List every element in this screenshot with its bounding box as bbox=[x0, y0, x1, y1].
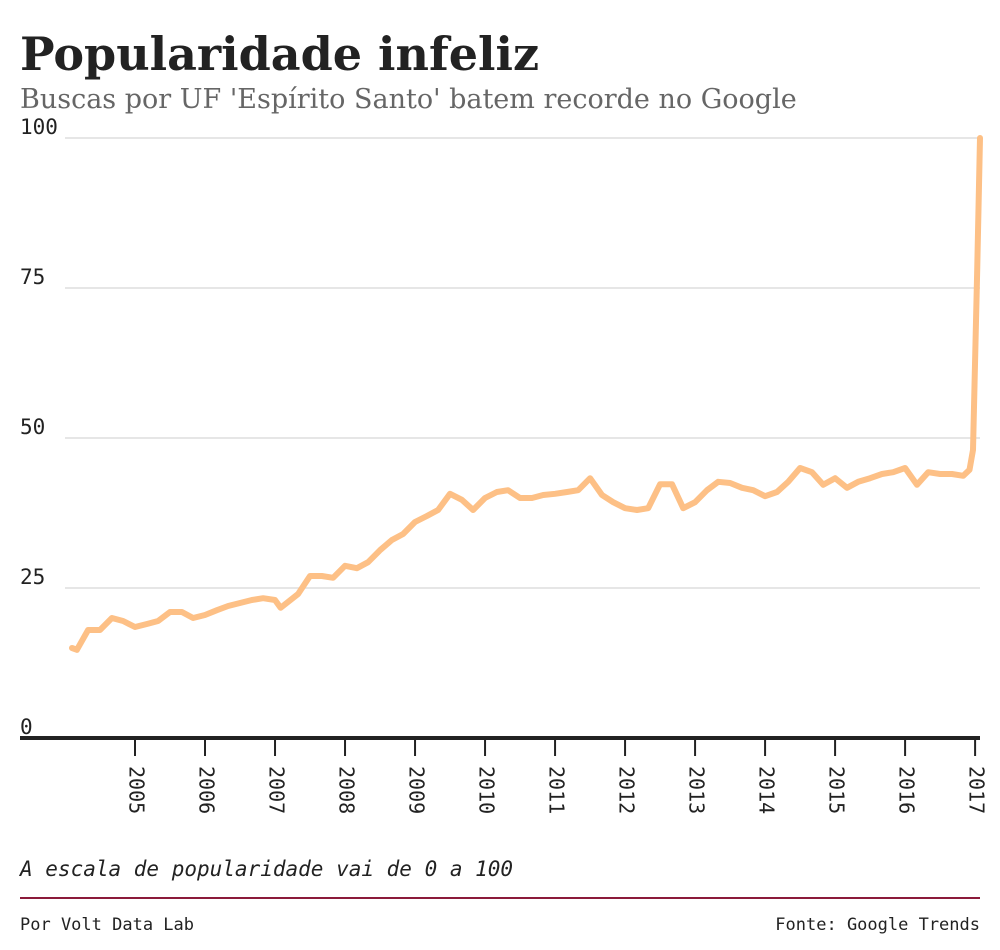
note: A escala de popularidade vai de 0 a 100 bbox=[18, 857, 513, 881]
x-tick-label: 2006 bbox=[195, 766, 219, 814]
x-tick-label: 2007 bbox=[265, 766, 289, 814]
chart-title: Popularidade infeliz bbox=[20, 27, 539, 81]
line bbox=[69, 135, 983, 653]
x-tick-label: 2010 bbox=[475, 766, 499, 814]
source: Fonte: Google Trends bbox=[775, 915, 980, 935]
x-tick-label: 2016 bbox=[895, 766, 919, 814]
chart-subtitle: Buscas por UF 'Espírito Santo' batem rec… bbox=[20, 84, 797, 115]
x-tick-label: 2014 bbox=[755, 766, 779, 814]
credit: Por Volt Data Lab bbox=[20, 915, 194, 935]
x-tick-label: 2005 bbox=[125, 766, 149, 814]
x-tick-label: 2015 bbox=[825, 766, 849, 814]
x-tick-label: 2017 bbox=[965, 766, 989, 814]
x-tick-label: 2009 bbox=[405, 766, 429, 814]
x-tick-label: 2008 bbox=[335, 766, 359, 814]
x-tick-label: 2011 bbox=[545, 766, 569, 814]
y-tick-label: 25 bbox=[20, 565, 45, 589]
y-tick-label: 100 bbox=[20, 115, 58, 139]
y-tick-label: 75 bbox=[20, 265, 45, 289]
x-tick-label: 2013 bbox=[685, 766, 709, 814]
y-tick-label: 50 bbox=[20, 415, 45, 439]
y-tick-label: 0 bbox=[20, 715, 33, 739]
x-tick-label: 2012 bbox=[615, 766, 639, 814]
